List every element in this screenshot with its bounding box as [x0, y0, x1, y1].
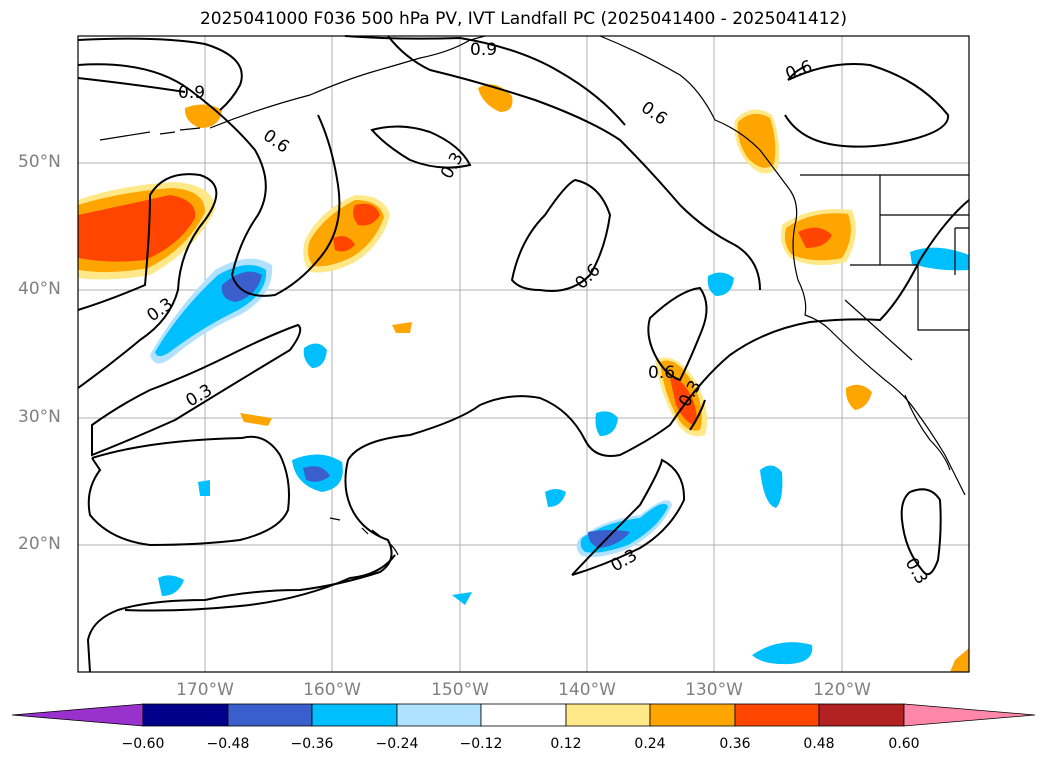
colorbar-segment — [311, 703, 398, 727]
colorbar-tick: −0.60 — [121, 736, 165, 752]
lon-label: 130°W — [685, 680, 743, 700]
colorbar-tick: −0.48 — [206, 736, 250, 752]
gridlines — [78, 36, 969, 672]
colorbar-tick: 0.12 — [550, 736, 582, 752]
lon-label: 120°W — [813, 680, 871, 700]
colorbar-segment — [480, 703, 567, 727]
colorbar-segment — [396, 703, 482, 727]
colorbar-extend-min — [11, 703, 144, 727]
colorbar-tick: 0.60 — [888, 736, 920, 752]
positive-anomaly-shading — [78, 84, 969, 672]
colorbar-tick: 0.24 — [634, 736, 666, 752]
coastlines — [99, 35, 969, 556]
colorbar-tick: 0.48 — [803, 736, 835, 752]
contour-label: 0.6 — [648, 363, 675, 383]
colorbar-segment — [142, 703, 229, 727]
colorbar-segment — [227, 703, 313, 727]
lon-label: 160°W — [303, 680, 361, 700]
map-panel — [78, 36, 969, 672]
map-border — [77, 35, 970, 673]
colorbar-segment — [734, 703, 820, 727]
lat-label: 40°N — [18, 279, 61, 299]
colorbar-extend-max — [903, 703, 1036, 727]
lon-label: 150°W — [431, 680, 489, 700]
colorbar-segment — [565, 703, 651, 727]
contour-lines — [77, 35, 970, 673]
lat-label: 30°N — [18, 407, 61, 427]
lon-label: 170°W — [176, 680, 234, 700]
contour-label: 0.9 — [470, 40, 497, 60]
lat-label: 50°N — [18, 152, 61, 172]
colorbar-tick: −0.24 — [375, 736, 419, 752]
map-title: 2025041000 F036 500 hPa PV, IVT Landfall… — [199, 9, 847, 29]
colorbar-tick: −0.12 — [459, 736, 503, 752]
colorbar-tick: 0.36 — [719, 736, 751, 752]
negative-anomaly-shading — [150, 247, 969, 665]
contour-label: 0.9 — [178, 83, 205, 103]
colorbar-segment — [818, 703, 905, 727]
colorbar-tick: −0.36 — [290, 736, 334, 752]
lat-label: 20°N — [18, 534, 61, 554]
colorbar-segment — [649, 703, 736, 727]
colorbar — [11, 703, 1036, 727]
lon-label: 140°W — [558, 680, 616, 700]
